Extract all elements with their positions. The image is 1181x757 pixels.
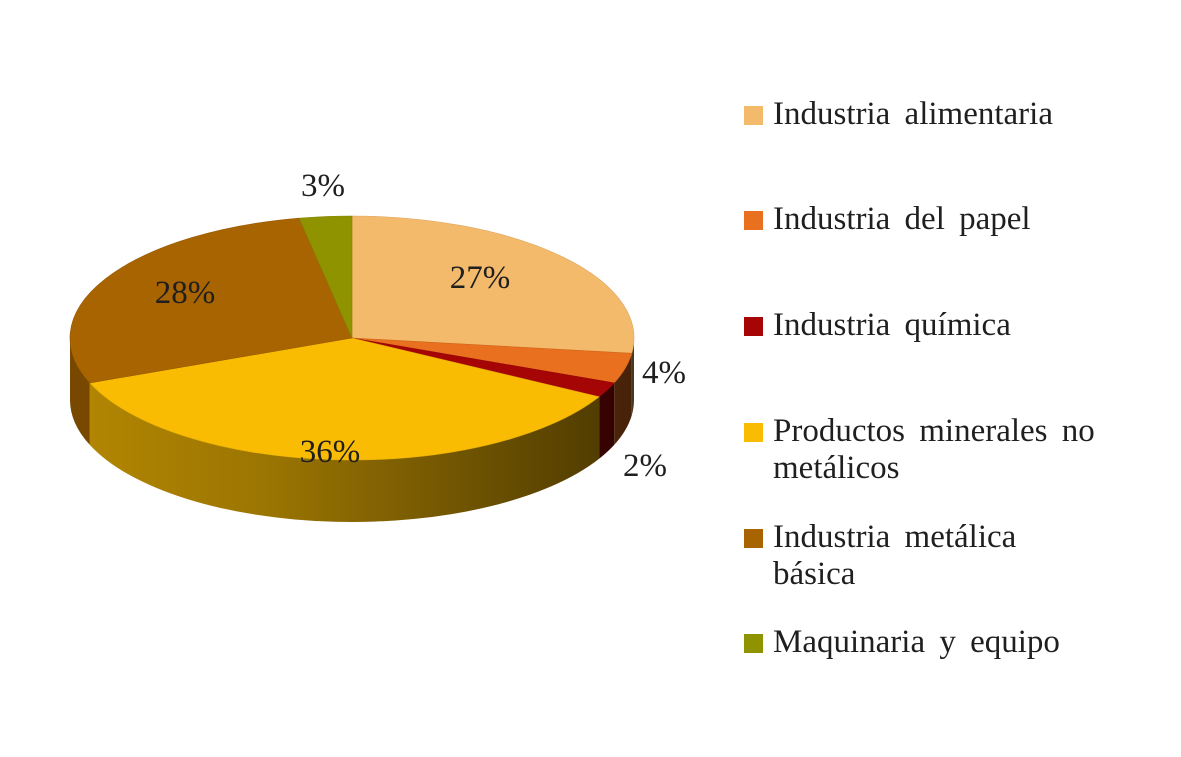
pie-side-3 bbox=[89, 382, 600, 522]
pie-slice-0[interactable] bbox=[351, 215, 635, 354]
legend-swatch bbox=[744, 106, 763, 125]
pie-sides bbox=[70, 338, 635, 522]
legend-label: Industria química bbox=[773, 307, 1011, 343]
legend-label: Industria del papel bbox=[773, 201, 1031, 237]
legend-item-industria-metalica-basica[interactable]: Industria metálica básica bbox=[744, 519, 1054, 593]
pie-side-0 bbox=[631, 338, 635, 416]
legend-label: Maquinaria y equipo bbox=[773, 624, 1060, 660]
legend-label: Industria metálica básica bbox=[773, 519, 1017, 592]
legend-item-industria-alimentaria[interactable]: Industria alimentaria bbox=[744, 96, 1053, 133]
pie-slice-5[interactable] bbox=[298, 215, 353, 339]
legend-label: Productos minerales no metálicos bbox=[773, 413, 1095, 486]
legend-swatch bbox=[744, 423, 763, 442]
legend-item-industria-del-papel[interactable]: Industria del papel bbox=[744, 201, 1031, 238]
data-label-1: 4% bbox=[642, 355, 686, 391]
pie-side-4 bbox=[70, 338, 90, 445]
legend-item-productos-minerales-no-metalicos[interactable]: Productos minerales no metálicos bbox=[744, 413, 1124, 487]
legend-swatch bbox=[744, 317, 763, 336]
data-label-4: 28% bbox=[155, 275, 216, 311]
data-label-2: 2% bbox=[623, 448, 667, 484]
pie-side-1 bbox=[614, 353, 632, 445]
legend-swatch bbox=[744, 634, 763, 653]
pie-side-2 bbox=[599, 382, 615, 459]
pie-slice-4[interactable] bbox=[69, 217, 353, 384]
data-label-5: 3% bbox=[301, 168, 345, 204]
pie-slices bbox=[69, 215, 635, 461]
pie-data-labels: 27% 4% 2% 36% 28% 3% bbox=[155, 168, 686, 484]
legend-swatch bbox=[744, 211, 763, 230]
legend-swatch bbox=[744, 529, 763, 548]
data-label-3: 36% bbox=[300, 434, 361, 470]
legend-item-industria-quimica[interactable]: Industria química bbox=[744, 307, 1011, 344]
legend-item-maquinaria-y-equipo[interactable]: Maquinaria y equipo bbox=[744, 624, 1060, 661]
legend-label: Industria alimentaria bbox=[773, 96, 1053, 132]
pie-slice-3[interactable] bbox=[89, 337, 600, 461]
data-label-0: 27% bbox=[450, 260, 511, 296]
